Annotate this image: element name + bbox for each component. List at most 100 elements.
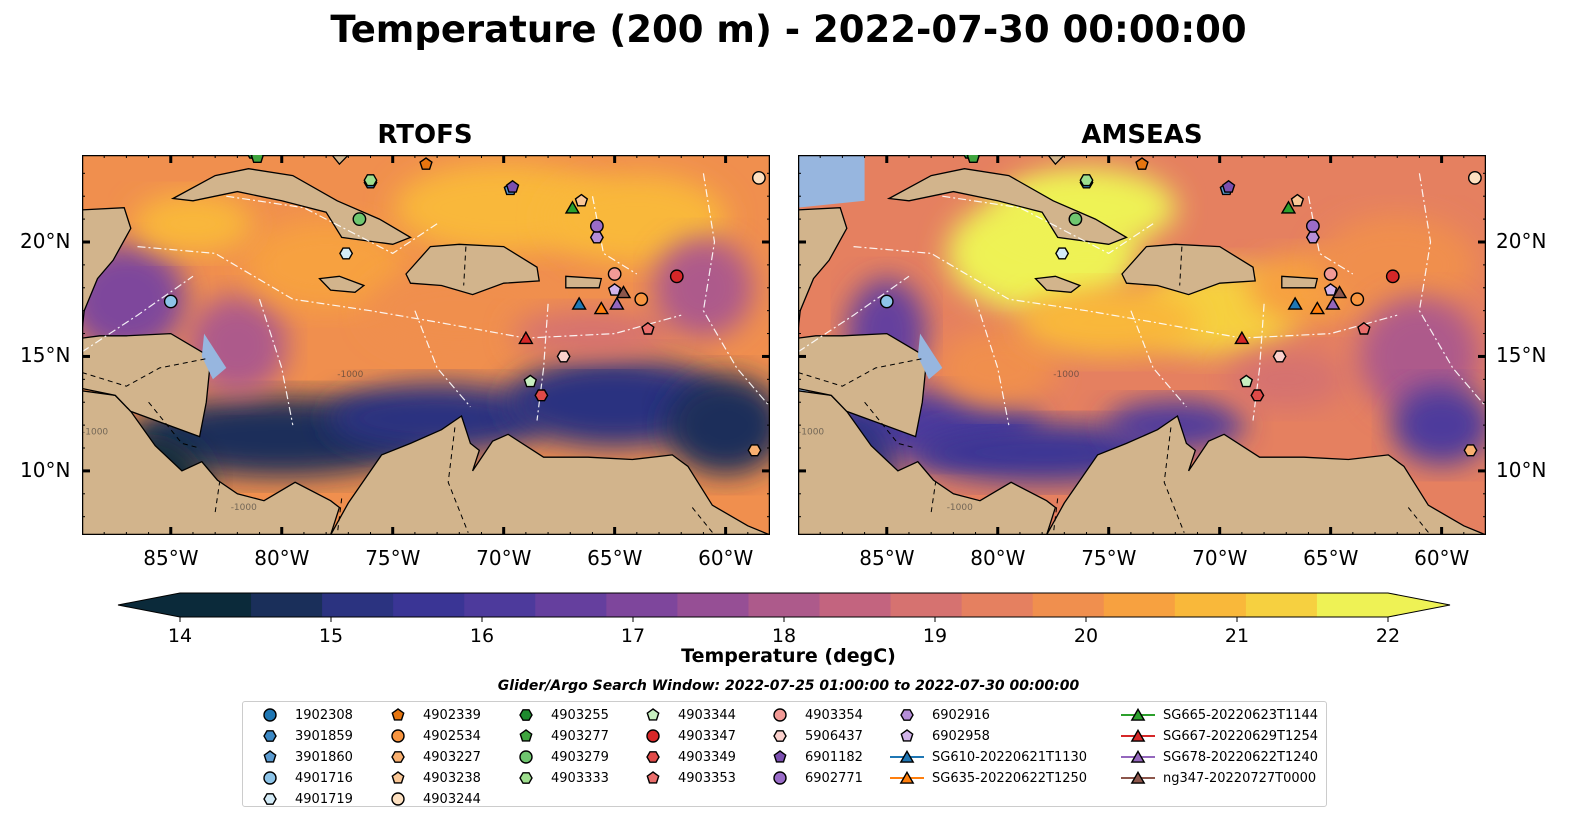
triangle-symbol — [899, 770, 915, 784]
triangle-marker-icon — [1121, 749, 1155, 763]
marker-4903347 — [669, 269, 684, 284]
lat-tick-label-left: 15°N — [20, 343, 71, 368]
legend-label: 4903344 — [678, 707, 736, 723]
pentagon-symbol — [646, 708, 660, 721]
marker-4901719 — [1055, 247, 1070, 260]
colorbar-segment — [1103, 593, 1176, 617]
marker-4903238 — [1290, 193, 1305, 207]
legend-label: 4903333 — [551, 770, 609, 786]
colorbar-segment — [1032, 593, 1105, 617]
legend-label: 6901182 — [805, 749, 863, 765]
marker-4903244 — [1468, 170, 1482, 185]
marker-ng347-20220727T0000 — [615, 285, 632, 299]
legend-label: 6902916 — [932, 707, 990, 723]
circle-symbol — [773, 771, 787, 785]
legend-label: 4903277 — [551, 728, 609, 744]
legend-entry: 4903353 — [636, 768, 736, 788]
legend-label: 4903279 — [551, 749, 609, 765]
marker-4903244 — [752, 170, 766, 185]
legend-label: 4901716 — [295, 770, 353, 786]
pentagon-symbol — [646, 771, 660, 784]
axis-ticks — [82, 155, 770, 535]
lon-tick-label: 70°W — [476, 546, 532, 570]
circle-symbol — [646, 729, 660, 743]
marker-4903354 — [1323, 267, 1338, 281]
land-puertorico — [565, 275, 603, 289]
circle-marker-icon — [263, 708, 277, 722]
triangle-marker-icon — [1121, 728, 1155, 742]
triangle-marker-icon — [1121, 770, 1155, 784]
marker-4903354 — [607, 267, 622, 281]
hexagon-marker-icon — [900, 709, 914, 721]
country-borders — [798, 246, 1431, 535]
colorbar-tick-label: 15 — [319, 625, 343, 644]
marker-4901716 — [163, 294, 178, 309]
legend-entry: SG610-20220621T1130 — [890, 747, 1087, 767]
circle-marker-icon — [773, 708, 787, 722]
colorbar-segment — [1245, 593, 1318, 617]
colorbar-tick-label: 14 — [168, 625, 192, 644]
marker-SG667-20220629T1254 — [1234, 330, 1250, 345]
lon-tick-label: 65°W — [1303, 546, 1359, 570]
legend-entry: 4903344 — [636, 705, 736, 725]
axis-ticks — [798, 155, 1486, 535]
pentagon-marker-icon — [646, 708, 660, 721]
triangle-symbol — [1130, 707, 1146, 721]
circle-marker-icon — [391, 792, 405, 806]
lon-tick-label: 65°W — [587, 546, 643, 570]
colorbar: 14 15 16 17 18 19 20 21 22 — [117, 592, 1451, 644]
marker-5906437 — [1272, 350, 1287, 363]
marker-SG665-20220623T1144 — [564, 200, 581, 214]
land-masses — [82, 155, 770, 535]
contour-label: -1000 — [231, 503, 257, 513]
marker-SG635-20220622T1250 — [1309, 301, 1326, 315]
legend-entry: SG635-20220622T1250 — [890, 768, 1087, 788]
land-masses — [798, 155, 1486, 535]
legend-label: 3901859 — [295, 728, 353, 744]
marker-4903277 — [966, 155, 981, 164]
rtofs-map: -1000 -1000 -1000 — [82, 155, 770, 535]
marker-6902958 — [607, 283, 622, 296]
observation-markers — [879, 155, 1482, 457]
marker-4903238 — [574, 193, 589, 207]
lat-tick-label-right: 20°N — [1496, 228, 1547, 253]
pentagon-marker-icon — [773, 750, 787, 763]
lat-tick-label-right: 10°N — [1496, 457, 1547, 482]
legend-entry: 4903354 — [763, 705, 863, 725]
legend-entry: 4903349 — [636, 747, 736, 767]
pentagon-marker-icon — [646, 771, 660, 784]
hexagon-marker-icon — [263, 730, 277, 742]
pentagon-symbol — [391, 708, 405, 721]
pentagon-marker-icon — [391, 771, 405, 784]
colorbar-extend-min — [118, 593, 180, 617]
circle-symbol — [773, 708, 787, 722]
legend: 1902308 3901859 3901860 4901716 4901719 49023… — [242, 701, 1327, 807]
colorbar-extend-max — [1388, 593, 1450, 617]
eez-boundaries — [82, 173, 770, 426]
marker-4903353 — [641, 321, 655, 335]
pentagon-symbol — [391, 771, 405, 784]
marker-4903277 — [250, 155, 265, 164]
marker-ng347-20220727T0000 — [1331, 285, 1348, 299]
legend-label: SG667-20220629T1254 — [1163, 728, 1319, 744]
legend-label: 3901860 — [295, 749, 353, 765]
circle-symbol — [263, 708, 277, 722]
marker-4903344 — [523, 374, 538, 388]
country-borders — [82, 246, 715, 535]
circle-symbol — [391, 729, 405, 743]
lon-tick-label: 85°W — [859, 546, 915, 570]
colorbar-tick-label: 19 — [923, 625, 947, 644]
triangle-symbol — [1130, 749, 1146, 763]
pentagon-marker-icon — [391, 708, 405, 721]
land-bahamas — [1047, 155, 1066, 166]
panel-title-amseas: AMSEAS — [1081, 120, 1203, 150]
marker-SG635-20220622T1250 — [593, 301, 610, 315]
lon-tick-label: 75°W — [365, 546, 421, 570]
colorbar-segment — [748, 593, 821, 617]
search-window-caption: Glider/Argo Search Window: 2022-07-25 01… — [497, 678, 1080, 694]
colorbar-segment — [1174, 593, 1247, 617]
legend-entry: 4901716 — [253, 768, 353, 788]
hexagon-marker-icon — [646, 751, 660, 763]
legend-entry: 4903333 — [509, 768, 609, 788]
legend-entry: SG667-20220629T1254 — [1121, 726, 1318, 746]
